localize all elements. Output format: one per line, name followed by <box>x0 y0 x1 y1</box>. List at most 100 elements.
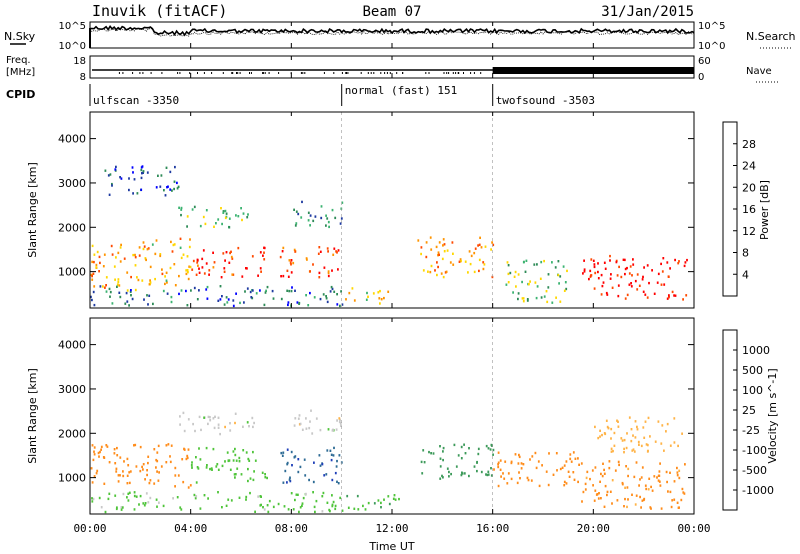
range-gate-cell <box>338 420 341 424</box>
range-gate-cell <box>339 418 341 421</box>
range-gate-cell <box>646 443 649 447</box>
range-gate-cell <box>334 216 337 220</box>
range-gate-cell <box>284 469 287 473</box>
range-gate-cell <box>673 294 675 297</box>
range-gate-cell <box>531 455 534 458</box>
range-gate-cell <box>603 505 606 508</box>
range-gate-cell <box>204 222 207 226</box>
range-gate-cell <box>178 274 180 278</box>
range-gate-cell <box>295 210 298 213</box>
range-gate-cell <box>517 297 519 301</box>
range-gate-cell <box>199 507 202 510</box>
range-gate-cell <box>293 456 296 459</box>
range-gate-cell <box>600 273 603 277</box>
range-gate-cell <box>657 272 660 276</box>
range-gate-cell <box>247 457 250 461</box>
range-gate-cell <box>187 448 190 451</box>
range-gate-cell <box>230 499 233 502</box>
range-gate-cell <box>453 443 456 447</box>
range-gate-cell <box>221 295 223 298</box>
range-gate-cell <box>127 492 130 495</box>
range-gate-cell <box>624 497 626 501</box>
range-gate-cell <box>493 468 495 471</box>
freq-dot <box>211 72 213 74</box>
range-gate-cell <box>526 299 529 302</box>
range-gate-cell <box>437 251 440 254</box>
velocity-colorbar-label: Velocity [m s^-1] <box>766 368 779 463</box>
range-gate-cell <box>202 249 205 252</box>
range-gate-cell <box>452 263 455 266</box>
range-gate-cell <box>126 457 129 461</box>
range-gate-cell <box>237 246 240 250</box>
range-gate-cell <box>514 453 517 456</box>
range-gate-cell <box>612 449 614 453</box>
range-gate-cell <box>330 285 333 289</box>
range-gate-cell <box>685 294 688 297</box>
range-gate-cell <box>149 496 152 500</box>
range-gate-cell <box>155 466 157 469</box>
range-gate-cell <box>264 291 267 294</box>
range-gate-cell <box>483 263 486 266</box>
range-gate-cell <box>464 452 467 455</box>
range-gate-cell <box>638 284 641 287</box>
range-gate-cell <box>92 497 95 501</box>
range-gate-cell <box>680 498 683 502</box>
range-gate-cell <box>186 456 189 460</box>
range-gate-cell <box>643 266 645 269</box>
range-gate-cell <box>120 177 123 180</box>
range-gate-cell <box>208 269 211 272</box>
range-gate-cell <box>227 459 230 462</box>
range-gate-cell <box>165 444 168 447</box>
range-gate-cell <box>676 474 679 477</box>
range-gate-cell <box>555 296 557 299</box>
range-gate-cell <box>163 189 165 192</box>
range-gate-cell <box>599 480 601 483</box>
range-gate-cell <box>142 463 145 466</box>
range-gate-cell <box>176 181 178 185</box>
range-gate-cell <box>618 265 620 269</box>
range-gate-cell <box>492 453 494 456</box>
xtick-label: 00:00 <box>677 522 710 535</box>
range-gate-cell <box>327 428 330 431</box>
range-gate-cell <box>242 212 245 215</box>
range-gate-cell <box>605 291 608 295</box>
range-gate-cell <box>335 428 338 431</box>
range-gate-cell <box>177 185 180 188</box>
range-gate-cell <box>111 182 113 186</box>
range-gate-cell <box>325 297 328 300</box>
range-gate-cell <box>557 260 560 263</box>
range-gate-cell <box>458 260 461 263</box>
range-gate-cell <box>460 473 463 477</box>
range-gate-cell <box>676 471 679 474</box>
range-gate-cell <box>295 493 298 496</box>
range-gate-cell <box>135 495 138 498</box>
range-gate-cell <box>143 504 146 507</box>
range-gate-cell <box>334 471 337 475</box>
range-gate-cell <box>319 297 322 301</box>
range-gate-cell <box>128 177 130 180</box>
range-gate-cell <box>383 296 385 300</box>
range-gate-cell <box>597 262 599 265</box>
range-gate-cell <box>439 445 441 448</box>
range-gate-cell <box>499 459 502 462</box>
range-gate-cell <box>338 417 341 420</box>
range-gate-cell <box>98 255 101 259</box>
range-gate-cell <box>616 419 618 422</box>
range-gate-cell <box>334 504 337 508</box>
range-gate-cell <box>172 243 175 247</box>
range-gate-cell <box>434 269 436 272</box>
range-gate-cell <box>537 460 540 463</box>
range-gate-cell <box>490 248 492 251</box>
range-gate-cell <box>244 290 246 293</box>
colorbar-tick-label: -1000 <box>742 484 774 497</box>
freq-dot <box>150 72 152 74</box>
range-gate-cell <box>335 250 337 253</box>
ytick-label: 4000 <box>58 339 86 352</box>
range-gate-cell <box>474 247 477 250</box>
range-gate-cell <box>173 187 175 191</box>
range-gate-cell <box>201 266 204 269</box>
range-gate-cell <box>114 278 116 281</box>
range-gate-cell <box>520 467 523 470</box>
range-gate-cell <box>339 222 342 225</box>
range-gate-cell <box>140 176 143 180</box>
